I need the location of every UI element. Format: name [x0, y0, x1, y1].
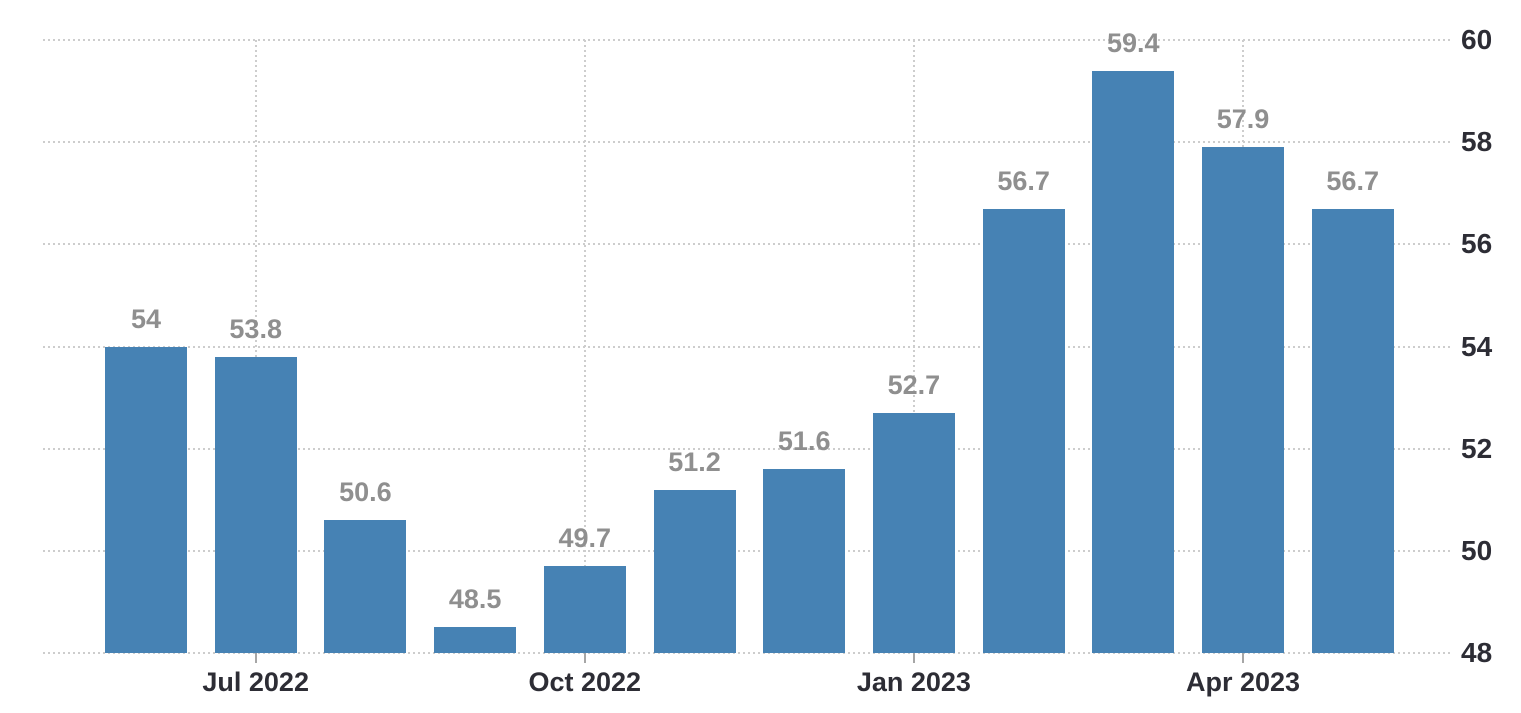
x-tick-mark [912, 653, 915, 663]
bar[interactable] [543, 566, 626, 653]
v-gridline [912, 40, 915, 653]
y-tick-label: 52 [1461, 432, 1493, 464]
bar[interactable] [1092, 70, 1175, 653]
y-tick-label: 48 [1461, 637, 1493, 668]
bar-value-label: 49.7 [558, 523, 612, 554]
x-tick-mark [254, 653, 257, 663]
y-tick-label: 54 [1461, 330, 1493, 362]
x-tick-label: Oct 2022 [528, 667, 642, 697]
bar[interactable] [1311, 208, 1394, 653]
h-gridline [43, 243, 1453, 246]
bar[interactable] [324, 520, 407, 653]
v-gridline [254, 40, 257, 653]
h-gridline [43, 549, 1453, 552]
y-tick-label: 58 [1461, 126, 1493, 158]
bar[interactable] [1202, 147, 1284, 653]
y-tick-label: 56 [1461, 228, 1493, 260]
bar[interactable] [105, 346, 187, 653]
h-gridline [43, 141, 1453, 144]
bar-value-label: 51.6 [777, 426, 831, 457]
bar-value-label: 57.9 [1216, 104, 1270, 135]
bar-value-label: 51.2 [668, 446, 721, 477]
x-tick-label: Jan 2023 [856, 667, 971, 697]
bar-value-label: 56.7 [997, 165, 1050, 196]
bar[interactable] [763, 469, 846, 653]
bar-value-label: 56.7 [1326, 165, 1379, 196]
x-tick-label: Jul 2022 [202, 667, 309, 697]
h-gridline [43, 447, 1453, 450]
bar[interactable] [653, 489, 736, 653]
h-gridline [43, 652, 1453, 654]
h-gridline [43, 39, 1453, 41]
bar-value-label: 59.4 [1107, 27, 1160, 58]
bar-value-label: 50.6 [339, 477, 392, 508]
bar-value-label: 54 [130, 303, 162, 334]
bar[interactable] [214, 356, 297, 653]
x-tick-mark [583, 653, 586, 663]
x-tick-mark [1242, 653, 1244, 663]
y-tick-label: 60 [1461, 24, 1493, 55]
y-tick-label: 50 [1461, 534, 1493, 566]
bar[interactable] [434, 627, 517, 653]
v-gridline [583, 40, 586, 653]
bar[interactable] [982, 208, 1065, 653]
x-tick-label: Apr 2023 [1185, 667, 1301, 697]
bar-value-label: 53.8 [229, 313, 282, 344]
bar-value-label: 52.7 [887, 369, 941, 400]
h-gridline [43, 345, 1453, 348]
bar[interactable] [872, 412, 955, 653]
bar-value-label: 48.5 [448, 584, 502, 615]
